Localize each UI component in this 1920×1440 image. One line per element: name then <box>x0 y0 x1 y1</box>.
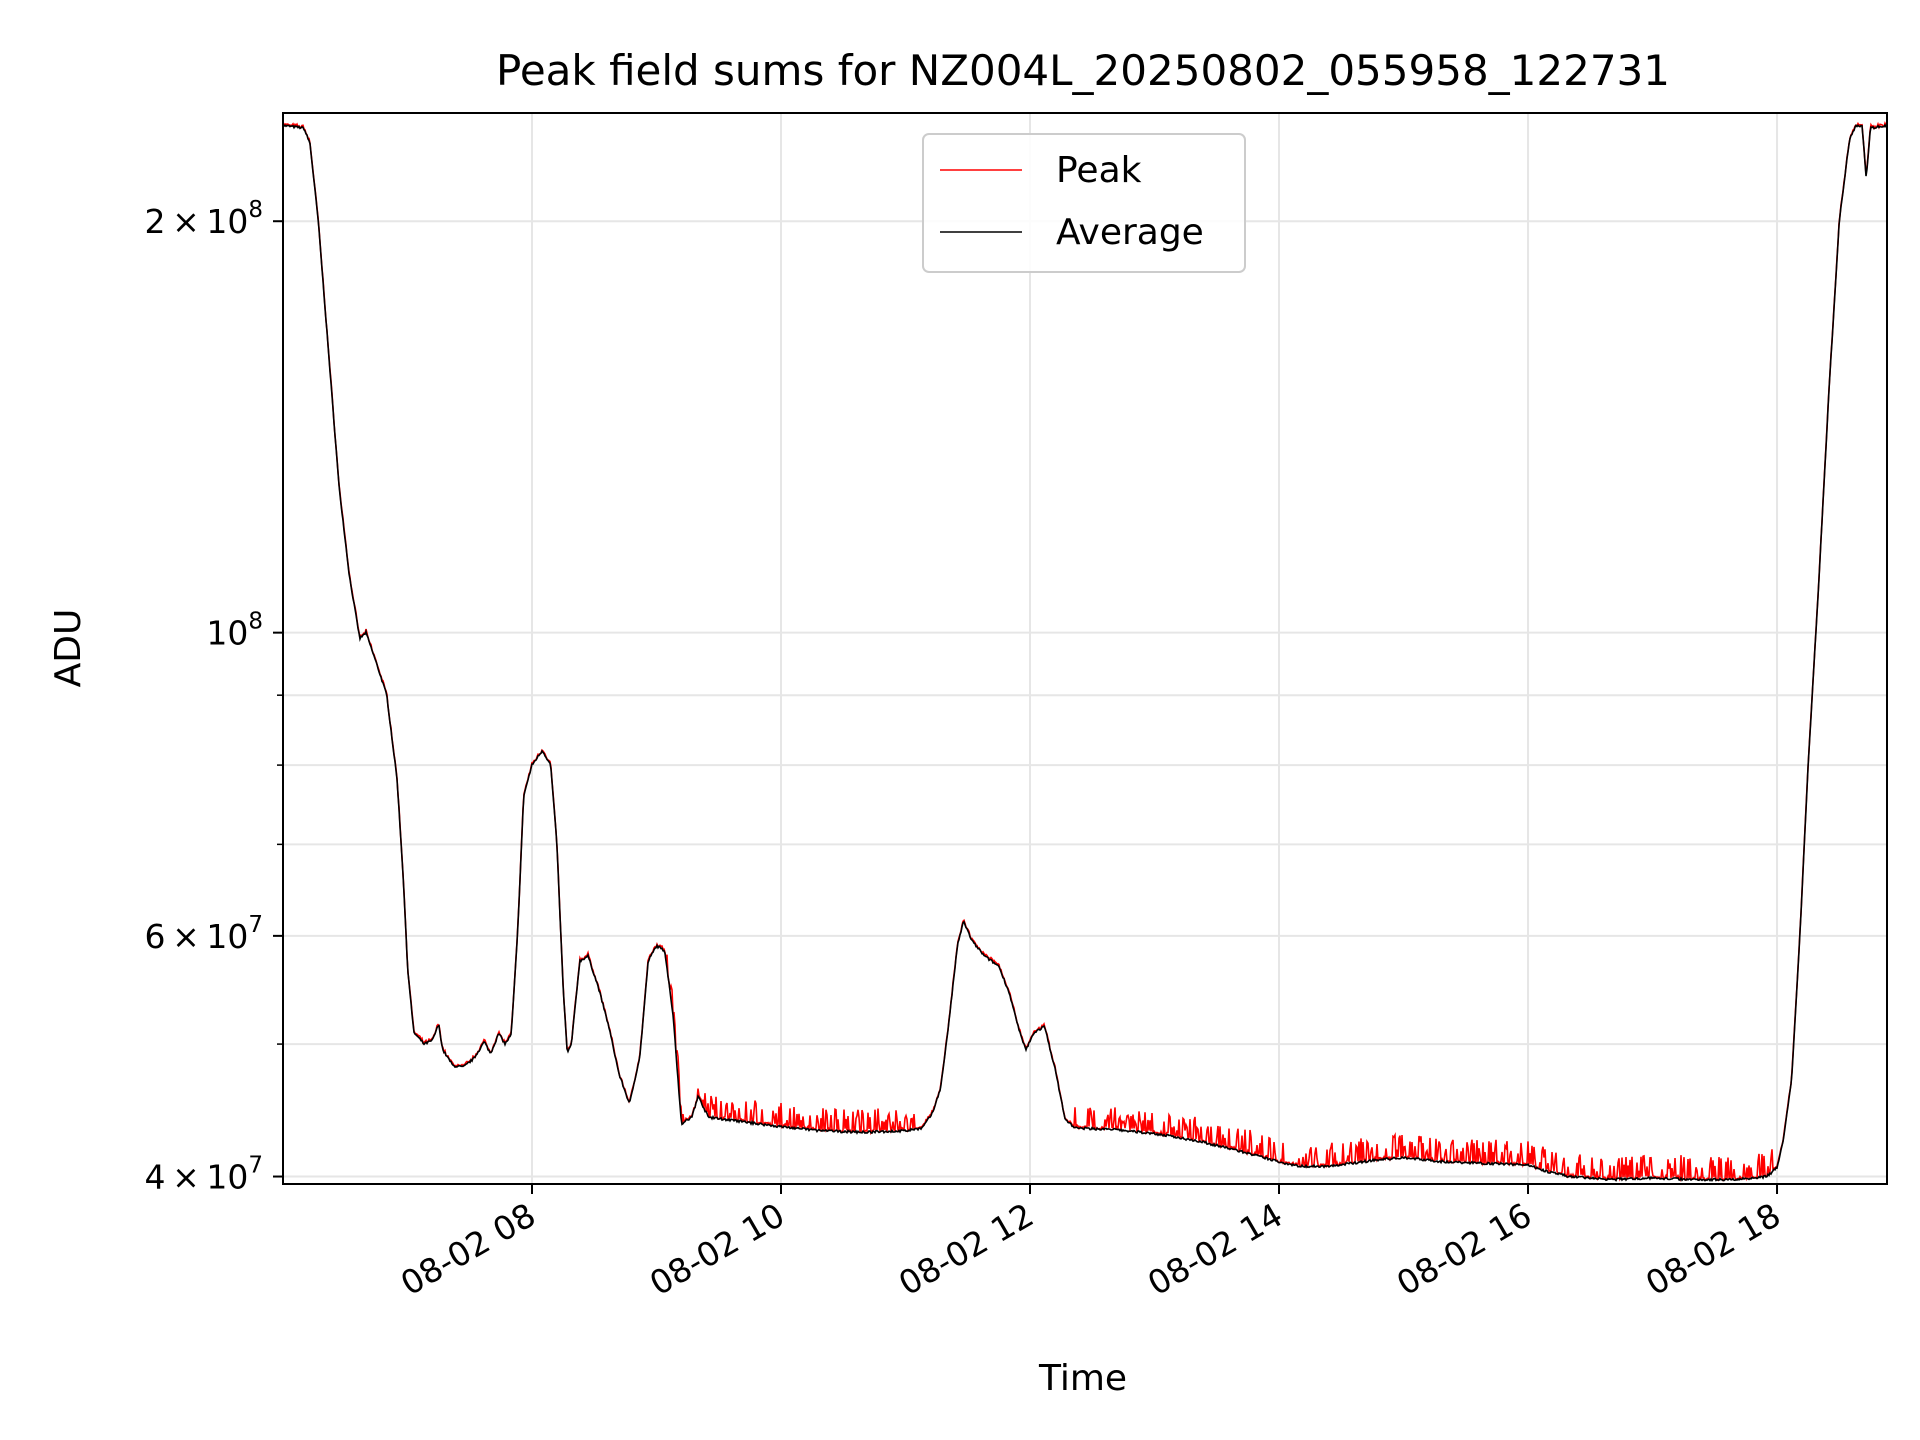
x-tick-label: 08-02 10 <box>643 1195 791 1303</box>
y-tick-label: 6 × 107 <box>145 912 263 956</box>
plot-frame <box>282 112 1888 1185</box>
legend-label-average: Average <box>1056 212 1204 253</box>
y-axis-label: ADU <box>48 609 89 688</box>
series-line-average <box>282 123 1888 1182</box>
y-tick-label: 2 × 108 <box>145 197 263 241</box>
x-tick-label: 08-02 08 <box>394 1195 542 1303</box>
y-axis-ticks: 4 × 107 6 × 107 108 2 × 108 <box>145 197 283 1197</box>
series-layer <box>282 121 1888 1183</box>
series-line-peak <box>282 121 1888 1183</box>
x-tick-label: 08-02 14 <box>1141 1195 1289 1303</box>
y-tick-label: 108 <box>206 609 263 653</box>
x-axis-ticks: 08-02 08 08-02 10 08-02 12 08-02 14 08-02 16… <box>394 1184 1787 1303</box>
x-tick-label: 08-02 18 <box>1639 1195 1787 1303</box>
legend-box <box>922 133 1246 273</box>
legend: Peak Average <box>922 133 1246 273</box>
legend-label-peak: Peak <box>1056 150 1142 191</box>
x-axis-label: Time <box>1038 1358 1127 1399</box>
grid-lines <box>283 113 1887 1184</box>
chart-title: Peak field sums for NZ004L_20250802_0559… <box>496 46 1670 95</box>
x-tick-label: 08-02 12 <box>892 1195 1040 1303</box>
y-tick-label: 4 × 107 <box>145 1153 263 1197</box>
x-tick-label: 08-02 16 <box>1390 1195 1538 1303</box>
